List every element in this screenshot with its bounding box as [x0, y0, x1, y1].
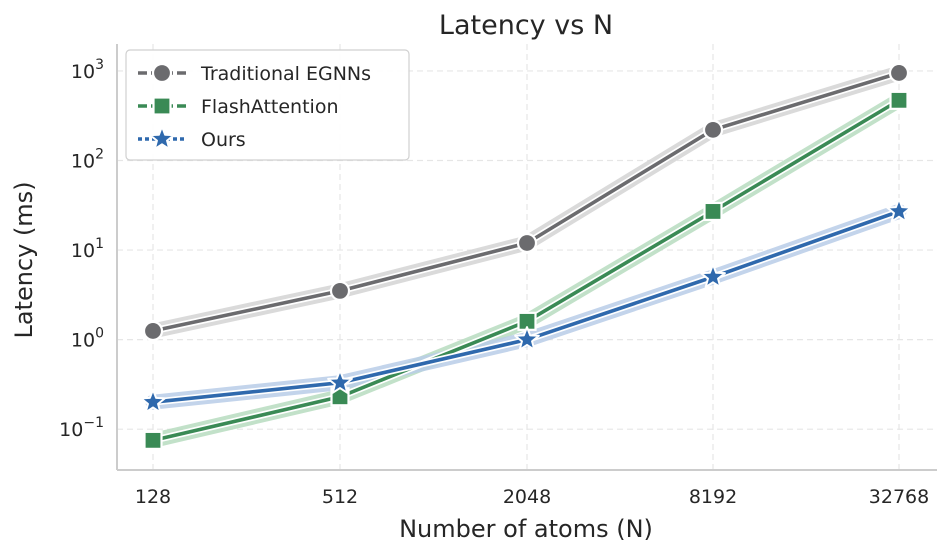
chart-title: Latency vs N — [439, 10, 613, 41]
x-tick-label: 128 — [135, 486, 171, 508]
legend-box — [125, 49, 410, 161]
point-traditional-egnns — [888, 62, 910, 84]
x-tick-label: 2048 — [503, 486, 551, 508]
legend-label: FlashAttention — [201, 96, 338, 118]
point-traditional-egnns — [702, 119, 724, 140]
y-axis-title: Latency (ms) — [10, 181, 38, 338]
legend-item-ours: Ours — [138, 125, 246, 151]
legend-label: Ours — [201, 129, 246, 151]
legend-marker — [149, 125, 175, 151]
point-traditional-egnns — [142, 320, 164, 342]
y-tick-label: 100 — [71, 326, 104, 352]
point-ours — [327, 369, 353, 394]
point-ours — [514, 326, 540, 351]
y-tick-label: 103 — [71, 57, 104, 83]
x-tick-label: 8192 — [689, 486, 737, 508]
x-tick-label: 32768 — [869, 486, 929, 508]
point-ours — [700, 263, 726, 289]
point-traditional-egnns — [516, 232, 538, 254]
legend: Traditional EGNNs FlashAttention Ours — [125, 49, 410, 161]
legend-marker — [151, 62, 173, 84]
legend-marker — [152, 96, 172, 116]
point-flashattention — [143, 430, 163, 450]
point-ours — [140, 388, 166, 414]
x-tick-labels: 128 512 2048 8192 32768 — [135, 486, 929, 508]
legend-item-flashattention: FlashAttention — [138, 96, 338, 118]
y-tick-label: 102 — [71, 147, 104, 173]
legend-item-traditional-egnns: Traditional EGNNs — [138, 62, 371, 85]
y-tick-labels: 10−1 100 101 102 103 — [59, 57, 104, 441]
x-axis-title: Number of atoms (N) — [399, 515, 653, 543]
y-tick-label: 101 — [71, 236, 104, 262]
series-markers — [140, 62, 912, 450]
point-flashattention — [703, 201, 723, 222]
legend-label: Traditional EGNNs — [200, 63, 371, 85]
point-traditional-egnns — [329, 280, 351, 301]
x-tick-label: 512 — [322, 486, 358, 508]
point-ours — [886, 197, 912, 223]
y-tick-label: 10−1 — [59, 415, 104, 441]
point-flashattention — [889, 90, 909, 110]
